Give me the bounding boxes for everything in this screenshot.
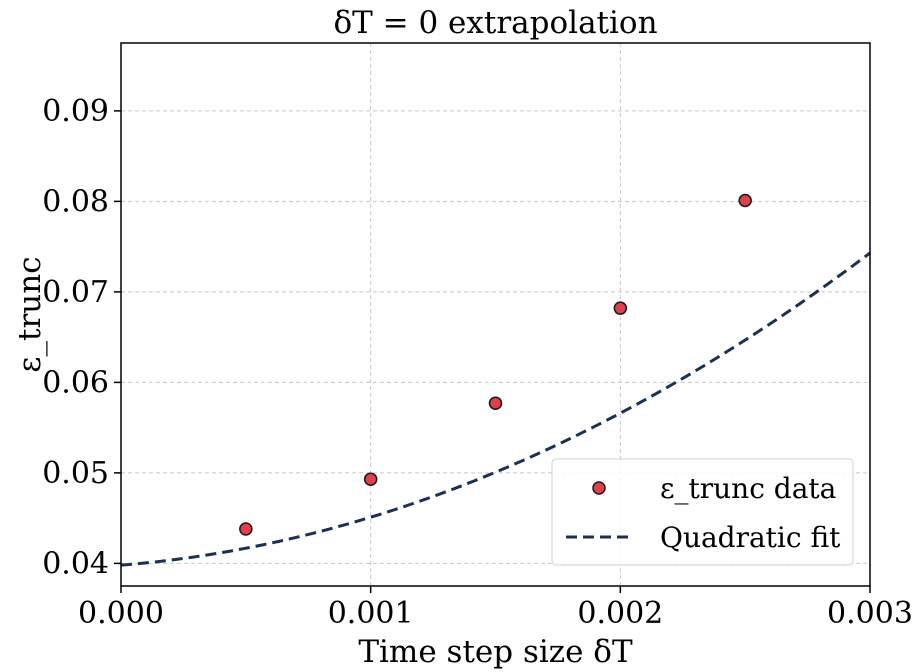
quadratic-fit-line <box>120 251 871 567</box>
legend: ε_trunc data Quadratic fit <box>551 458 854 566</box>
y-tick-label: 0.06 <box>42 365 109 400</box>
y-axis-label: ε_trunc <box>12 256 48 372</box>
data-point <box>239 522 253 536</box>
y-tick-label: 0.05 <box>42 456 109 491</box>
x-axis-label: Time step size δT <box>358 634 633 670</box>
y-tick-label: 0.08 <box>42 184 109 219</box>
y-tick-label: 0.04 <box>42 546 109 581</box>
legend-marker-data <box>592 481 606 495</box>
fit-line-layer <box>120 251 871 567</box>
y-tick-label: 0.09 <box>42 94 109 129</box>
data-point <box>738 193 752 208</box>
x-tick-label: 0.001 <box>328 596 414 631</box>
legend-label-data: ε_trunc data <box>660 472 836 505</box>
legend-label-fit: Quadratic fit <box>660 521 841 554</box>
x-tick-label: 0.002 <box>577 596 663 631</box>
chart-title: δT = 0 extrapolation <box>333 5 657 41</box>
y-tick-label: 0.07 <box>42 275 109 310</box>
data-point <box>488 396 503 410</box>
plot-area-frame <box>120 42 871 587</box>
x-tick-label: 0.000 <box>78 596 164 631</box>
data-points-layer <box>239 193 752 536</box>
x-tick-label: 0.003 <box>827 596 913 631</box>
axis-ticks: 0.000 0.001 0.002 0.003 0.04 0.05 0.06 0.07 0.08… <box>42 94 913 631</box>
data-point <box>363 472 378 486</box>
data-point <box>613 301 628 315</box>
